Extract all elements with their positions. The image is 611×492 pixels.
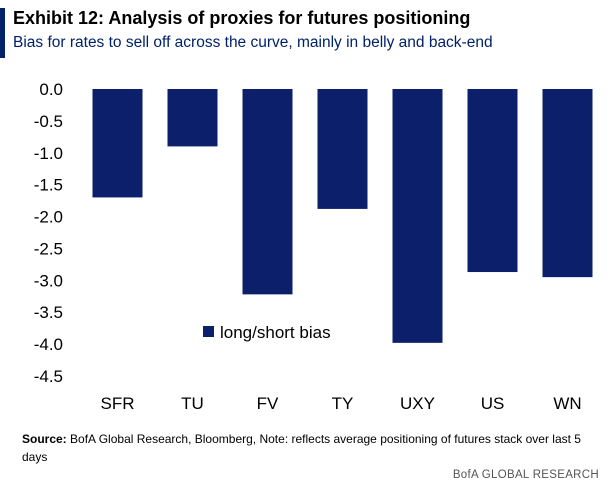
brand-footer: BofA GLOBAL RESEARCH: [452, 469, 599, 481]
y-tick-label: -1.0: [34, 144, 63, 163]
x-tick-label: TY: [332, 394, 354, 413]
y-tick-label: -4.0: [34, 335, 63, 354]
x-tick-label: SFR: [101, 394, 135, 413]
y-tick-label: -3.0: [34, 271, 63, 290]
bar: [392, 89, 443, 343]
source-label: Source:: [22, 432, 67, 446]
legend-swatch: [203, 326, 214, 337]
x-tick-label: FV: [257, 394, 279, 413]
bar: [542, 89, 593, 278]
bar-chart: 0.0 -0.5 -1.0 -1.5 -2.0 -2.5 -3.0 -3.5 -4.0 -4.5 S…: [34, 80, 593, 413]
y-tick-label: -1.5: [34, 176, 63, 195]
bar: [317, 89, 368, 209]
title-accent-bar: [0, 8, 5, 58]
bar: [92, 89, 143, 198]
y-tick-label: 0.0: [39, 80, 63, 99]
chart-title: Exhibit 12: Analysis of proxies for futu…: [13, 8, 471, 28]
bar: [242, 89, 293, 295]
x-tick-label: WN: [553, 394, 581, 413]
y-tick-label: -2.5: [34, 239, 63, 258]
source-text: BofA Global Research, Bloomberg, Note: r…: [22, 432, 581, 464]
bar: [167, 89, 218, 147]
y-tick-label: -0.5: [34, 112, 63, 131]
y-tick-label: -2.0: [34, 208, 63, 227]
y-tick-label: -3.5: [34, 303, 63, 322]
chart-subtitle: Bias for rates to sell off across the cu…: [13, 34, 493, 51]
source-note: Source: BofA Global Research, Bloomberg,…: [22, 430, 602, 466]
x-tick-label: US: [481, 394, 505, 413]
y-tick-label: -4.5: [34, 367, 63, 386]
x-tick-label: TU: [181, 394, 204, 413]
x-tick-label: UXY: [400, 394, 435, 413]
legend-label: long/short bias: [220, 323, 331, 342]
chart-area: 0.0 -0.5 -1.0 -1.5 -2.0 -2.5 -3.0 -3.5 -4.0 -4.5 S…: [0, 66, 611, 426]
bar: [467, 89, 518, 273]
